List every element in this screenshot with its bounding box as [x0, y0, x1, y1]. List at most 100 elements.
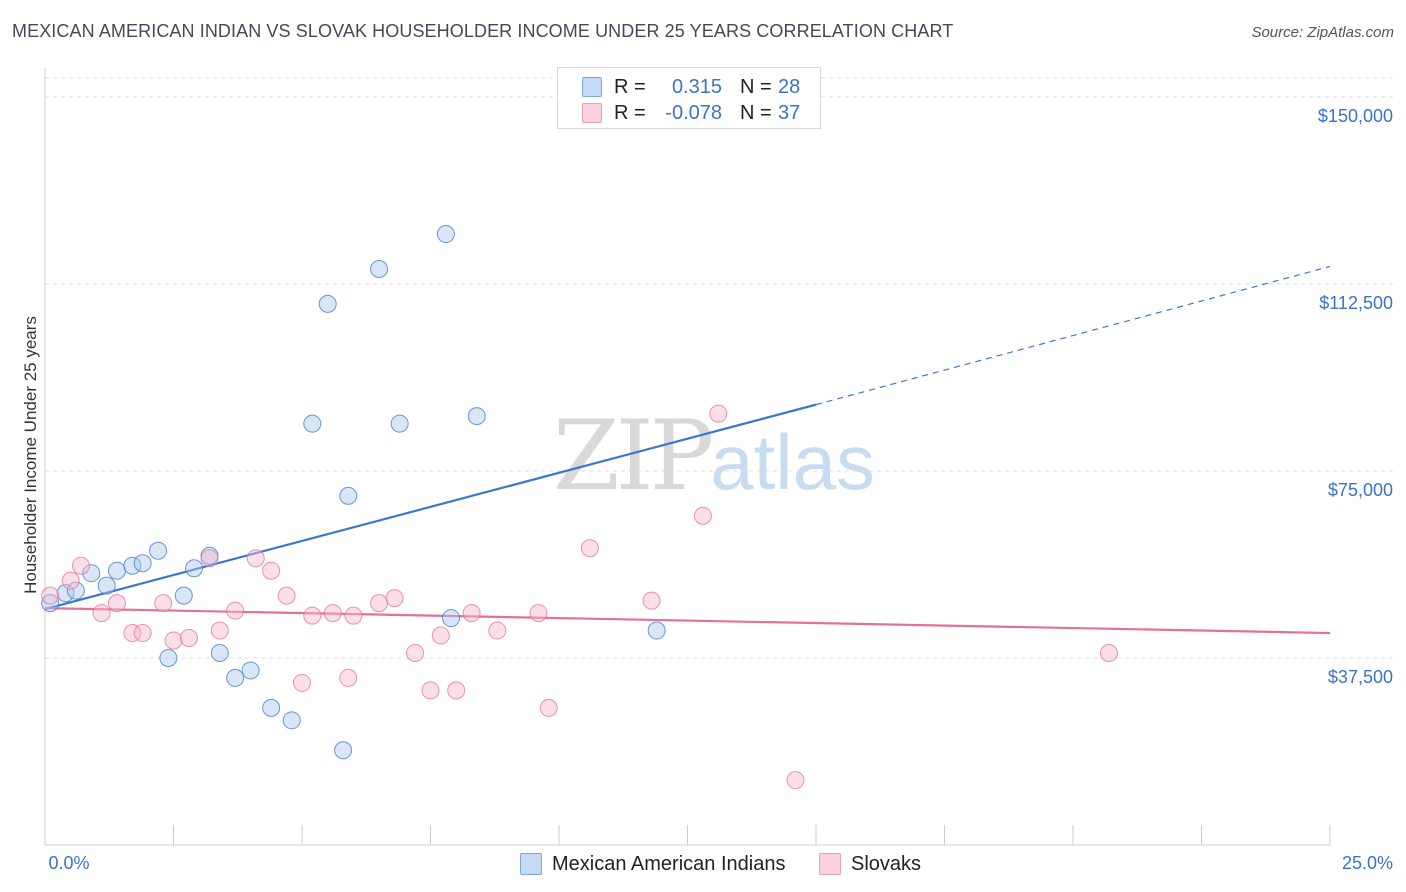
legend-swatch-slovak — [582, 103, 602, 123]
point-slovaks — [303, 606, 322, 625]
point-slovaks — [61, 571, 80, 590]
point-mexican-american-indians — [467, 407, 486, 426]
point-slovaks — [226, 601, 245, 620]
point-slovaks — [693, 506, 712, 525]
x-tick-label: 25.0% — [1342, 853, 1393, 873]
point-mexican-american-indians — [262, 698, 281, 717]
point-slovaks — [179, 629, 198, 648]
point-mexican-american-indians — [107, 561, 126, 580]
data-points — [41, 225, 1118, 790]
point-slovaks — [293, 673, 311, 692]
point-slovaks — [406, 643, 425, 662]
legend-label-slovak: Slovaks — [851, 852, 922, 875]
point-slovaks — [447, 681, 466, 700]
point-slovaks — [421, 681, 440, 700]
point-mexican-american-indians — [241, 661, 260, 680]
point-slovaks — [92, 604, 111, 623]
point-slovaks — [709, 404, 728, 423]
legend-row-mexican: R = 0.315 N = 28 — [582, 75, 800, 99]
point-slovaks — [339, 668, 358, 687]
point-slovaks — [539, 698, 558, 717]
trend-line-slovak — [44, 607, 1331, 635]
chart-title: MEXICAN AMERICAN INDIAN VS SLOVAK HOUSEH… — [12, 21, 954, 41]
point-mexican-american-indians — [647, 621, 666, 640]
legend-r-value: 0.315 — [671, 75, 722, 98]
legend-swatch-mexican — [520, 853, 542, 875]
point-mexican-american-indians — [123, 556, 142, 575]
y-tick-label: $150,000 — [1318, 106, 1393, 126]
point-slovaks — [385, 589, 404, 608]
legend-item-mexican: Mexican American Indians — [520, 852, 785, 876]
point-mexican-american-indians — [442, 609, 461, 628]
x-tick-label: 0.0% — [48, 853, 89, 873]
point-slovaks — [71, 556, 90, 575]
legend-row-slovak: R = -0.078 N = 37 — [582, 101, 800, 125]
point-slovaks — [164, 631, 183, 650]
point-slovaks — [323, 604, 342, 623]
point-mexican-american-indians — [339, 486, 358, 505]
point-mexican-american-indians — [318, 294, 337, 313]
y-tick-label: $37,500 — [1328, 667, 1393, 687]
tick-labels: $37,500 $75,000 $112,500 $150,000 0.0% 25.0% — [48, 106, 1393, 873]
point-slovaks — [200, 549, 219, 568]
point-slovaks — [642, 591, 661, 610]
point-mexican-american-indians — [41, 594, 60, 613]
point-slovaks — [431, 626, 450, 645]
legend-r-label: R = — [614, 101, 646, 124]
point-slovaks — [580, 539, 599, 558]
watermark: ZIPatlas — [553, 400, 875, 512]
point-mexican-american-indians — [282, 711, 301, 730]
point-mexican-american-indians — [370, 259, 389, 278]
legend-r-label: R = — [614, 75, 646, 98]
point-mexican-american-indians — [436, 225, 455, 244]
legend-label-mexican: Mexican American Indians — [552, 852, 786, 875]
legend-item-slovak: Slovaks — [819, 852, 921, 876]
point-slovaks — [41, 586, 60, 605]
point-mexican-american-indians — [303, 414, 322, 433]
legend-swatch-slovak — [819, 853, 841, 875]
point-slovaks — [344, 606, 363, 625]
point-mexican-american-indians — [133, 554, 152, 573]
point-slovaks — [107, 594, 126, 613]
point-slovaks — [1099, 643, 1118, 662]
point-mexican-american-indians — [174, 586, 193, 605]
point-slovaks — [210, 621, 229, 640]
y-tick-label: $75,000 — [1328, 480, 1393, 500]
point-slovaks — [462, 604, 481, 623]
legend-n-label: N = — [740, 75, 772, 98]
point-mexican-american-indians — [159, 648, 178, 667]
y-axis-label: Householder Income Under 25 years — [21, 316, 40, 594]
trend-line-mexican-extrapolated — [815, 265, 1331, 406]
y-tick-label: $112,500 — [1319, 293, 1393, 313]
point-slovaks — [133, 624, 152, 643]
trend-line-mexican — [44, 403, 817, 611]
point-slovaks — [262, 561, 281, 580]
point-mexican-american-indians — [226, 668, 245, 687]
watermark-atlas: atlas — [710, 418, 875, 506]
point-slovaks — [370, 594, 389, 613]
correlation-legend: R = 0.315 N = 28 R = -0.078 N = 37 — [557, 67, 821, 129]
legend-r-value: -0.078 — [665, 101, 722, 124]
legend-swatch-mexican — [582, 77, 602, 97]
point-mexican-american-indians — [390, 414, 409, 433]
point-mexican-american-indians — [210, 643, 229, 662]
point-slovaks — [488, 621, 507, 640]
point-slovaks — [246, 549, 265, 568]
point-mexican-american-indians — [97, 576, 116, 595]
axes — [44, 68, 1331, 846]
point-slovaks — [154, 594, 173, 613]
legend-n-value: 28 — [778, 75, 801, 98]
point-mexican-american-indians — [334, 741, 353, 760]
point-mexican-american-indians — [66, 581, 85, 600]
point-slovaks — [786, 771, 805, 790]
point-slovaks — [123, 624, 142, 643]
legend-n-value: 37 — [778, 101, 801, 124]
watermark-zip: ZIP — [553, 400, 714, 512]
point-slovaks — [529, 604, 548, 623]
point-slovaks — [277, 586, 296, 605]
legend-n-label: N = — [740, 101, 772, 124]
grid-lines — [45, 77, 1395, 659]
point-mexican-american-indians — [149, 541, 168, 560]
source-label: Source: ZipAtlas.com — [1251, 24, 1394, 41]
